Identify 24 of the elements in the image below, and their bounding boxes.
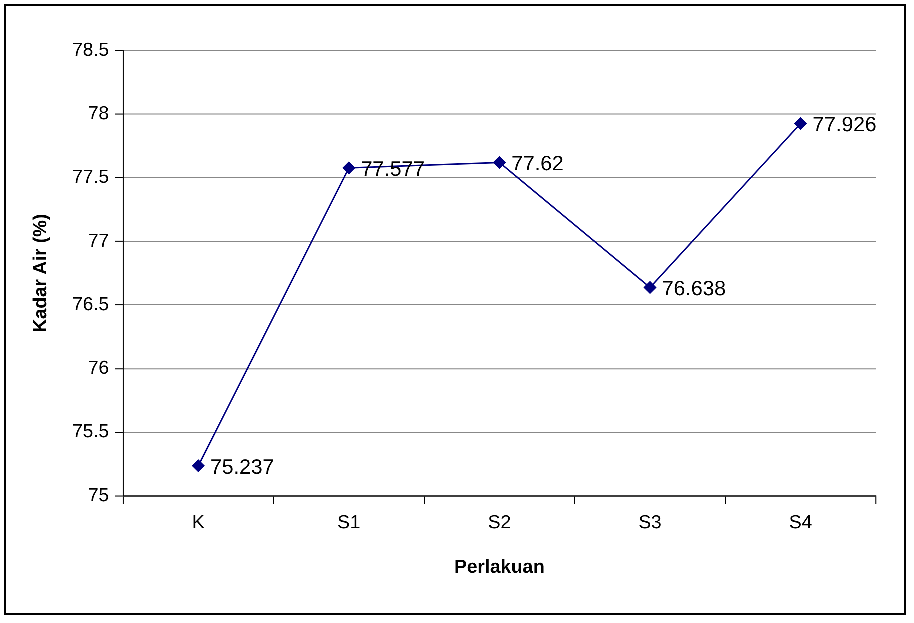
y-tick-label: 78 <box>88 104 110 125</box>
y-tick-label: 77 <box>88 230 110 252</box>
point <box>192 460 205 472</box>
y-tick-label: 75 <box>88 485 110 506</box>
x-axis-title: Perlakuan <box>454 557 545 578</box>
y-tick-label: 76.5 <box>72 294 110 316</box>
y-tick-label: 77.5 <box>72 167 110 188</box>
y-tick-label: 76 <box>88 358 110 380</box>
data-label: 77.926 <box>812 114 877 136</box>
data-label: 75.237 <box>210 456 274 479</box>
data-label: 76.638 <box>662 277 726 300</box>
point <box>794 118 808 130</box>
point <box>493 156 506 169</box>
x-tick-label: K <box>192 512 206 534</box>
x-tick-label: S1 <box>338 512 361 534</box>
data-label: 77.62 <box>512 152 564 176</box>
x-tick-label: S2 <box>488 512 512 534</box>
y-tick-label: 75.5 <box>72 422 110 443</box>
x-tick-label: S4 <box>789 512 812 534</box>
x-tick-label: S3 <box>638 512 662 534</box>
y-tick-label: 78.5 <box>72 40 110 61</box>
point <box>342 162 356 174</box>
y-axis-title: Kadar Air (%) <box>30 214 52 333</box>
point <box>644 281 656 294</box>
